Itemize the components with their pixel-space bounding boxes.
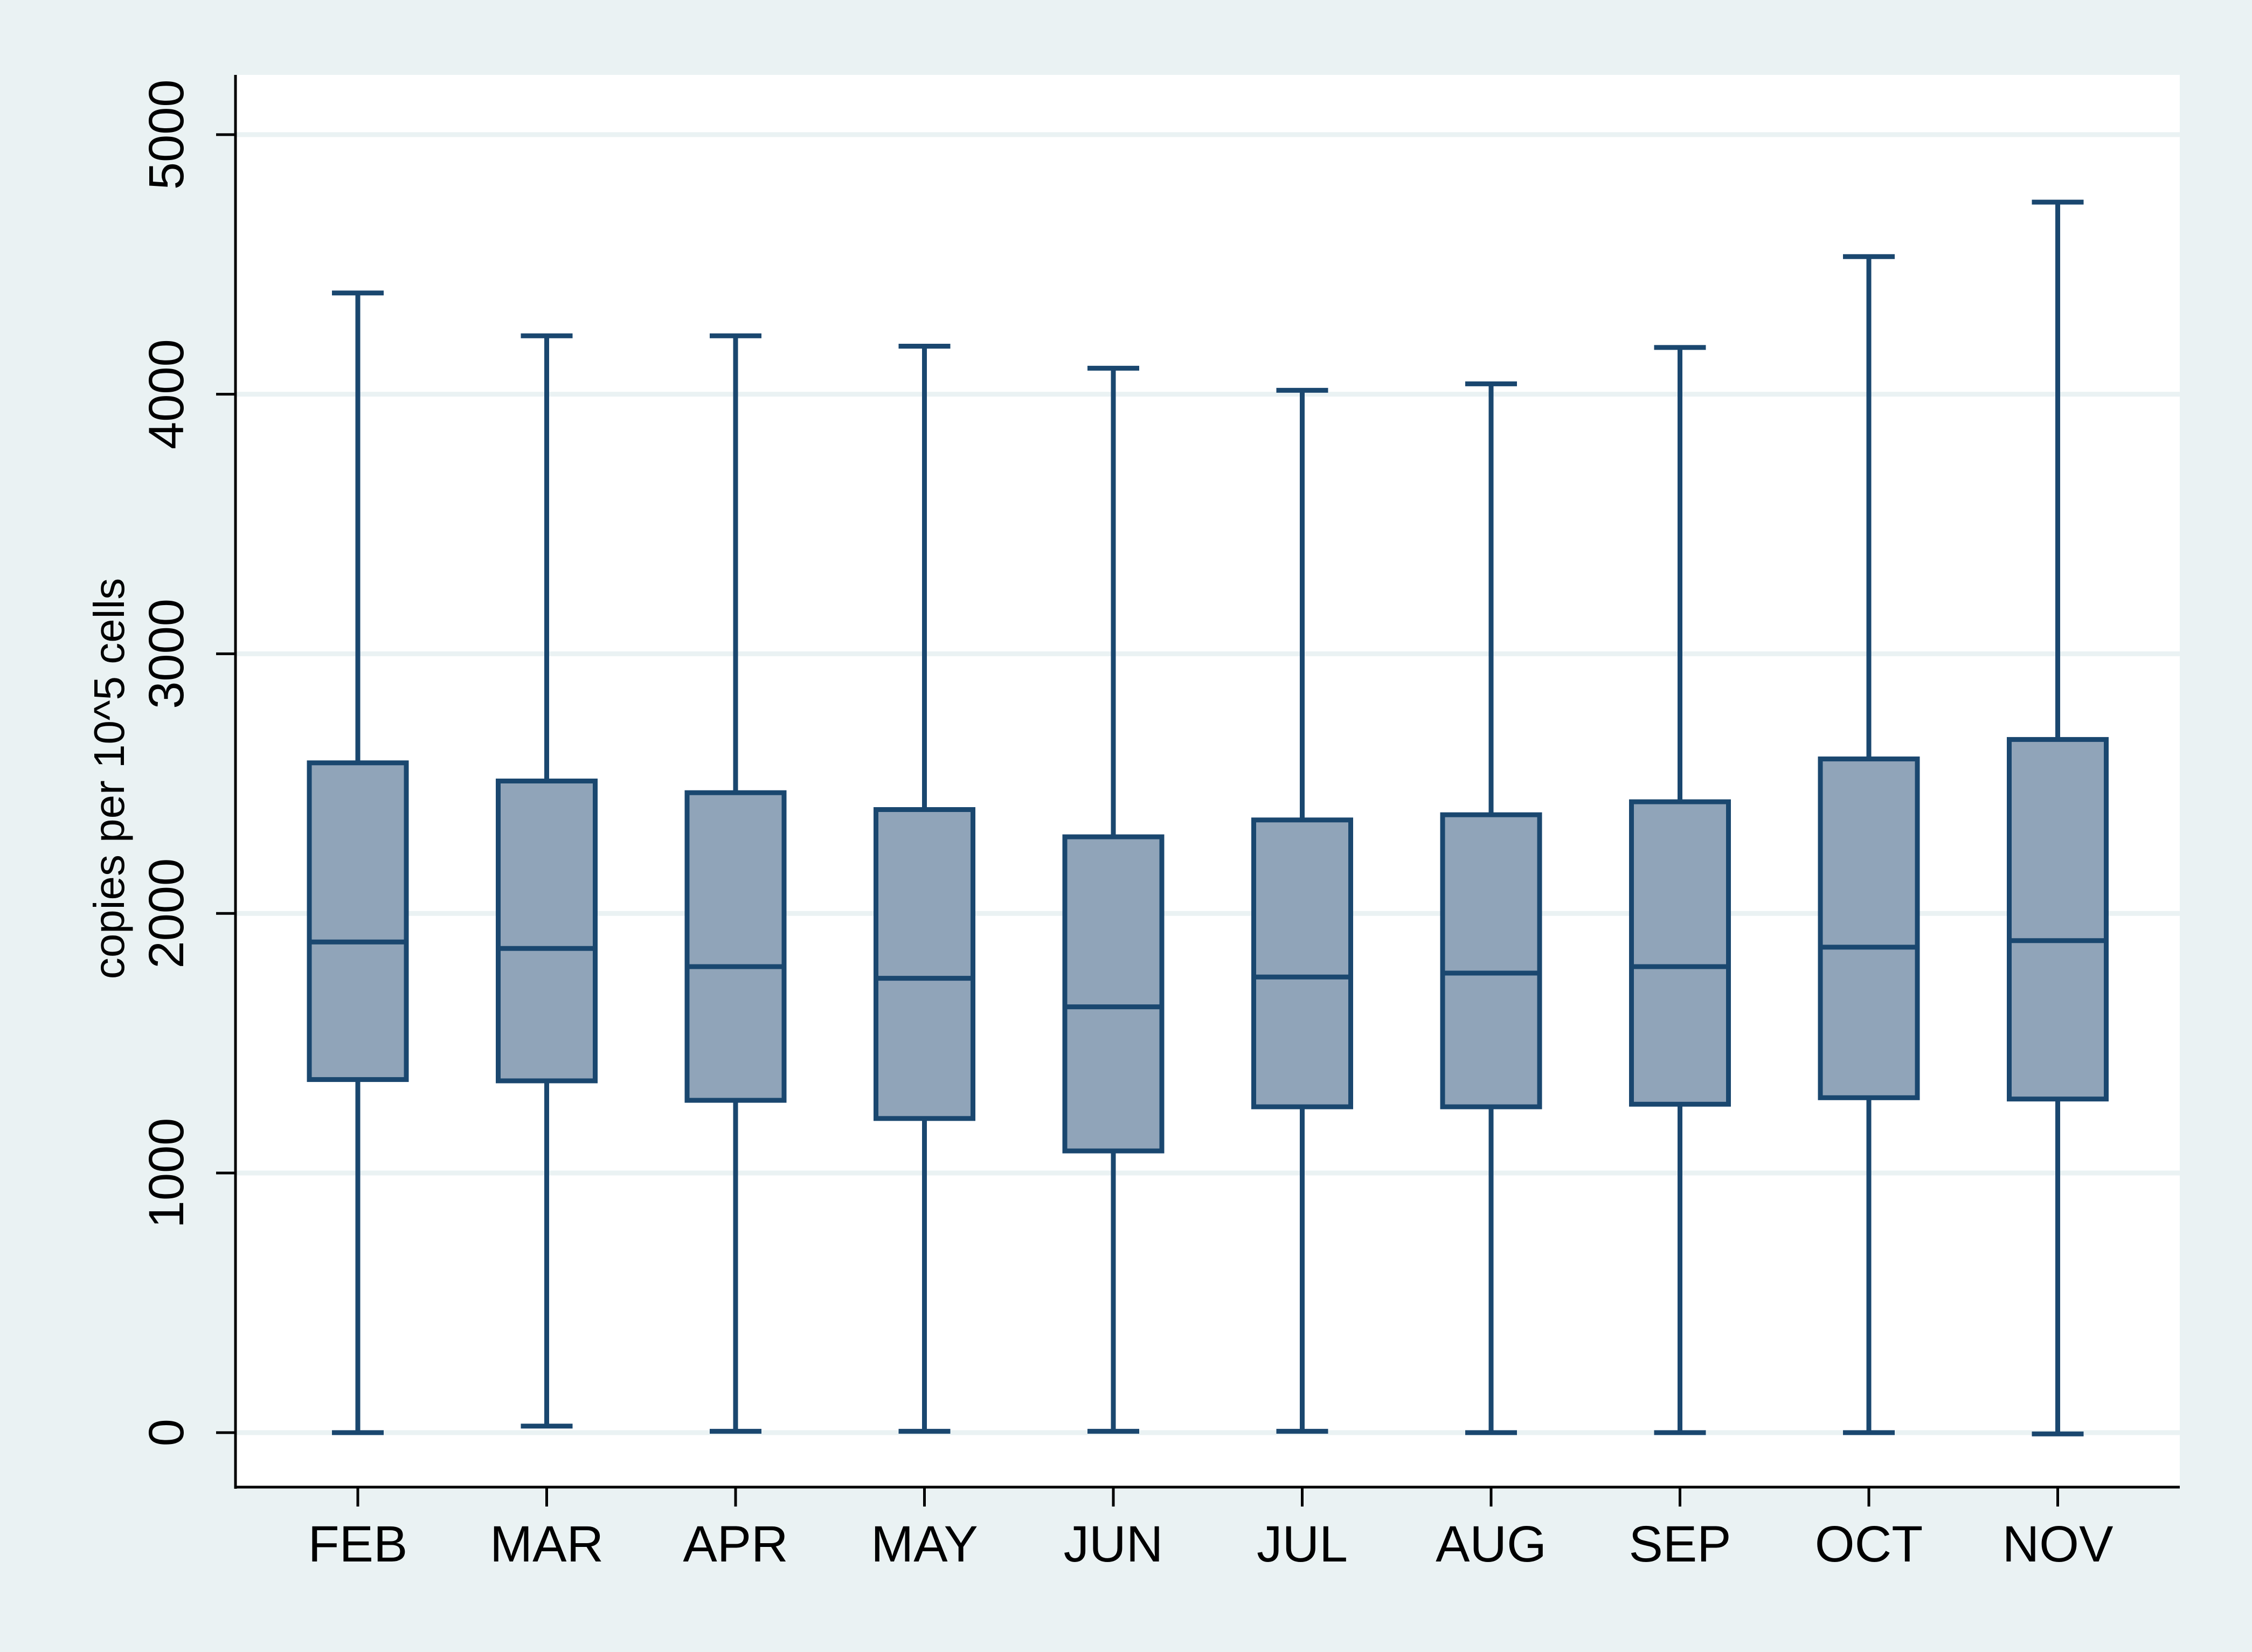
x-tick-label: MAR xyxy=(490,1516,604,1573)
x-axis-ticks: FEB MAR APR MAY JUN JUL AUG SEP OCT NOV xyxy=(308,1487,2114,1573)
box-jun xyxy=(1062,365,1165,1434)
interquartile-box xyxy=(1251,817,1353,1109)
box-sep xyxy=(1629,345,1731,1435)
interquartile-box xyxy=(496,779,598,1084)
x-tick-label: JUN xyxy=(1064,1516,1163,1573)
box-aug xyxy=(1440,381,1542,1435)
box-oct xyxy=(1818,254,1920,1435)
box-feb xyxy=(307,290,409,1435)
interquartile-box xyxy=(307,760,409,1082)
x-tick-label: AUG xyxy=(1436,1516,1547,1573)
interquartile-box xyxy=(2007,737,2109,1102)
x-tick-label: APR xyxy=(683,1516,788,1573)
box-mar xyxy=(496,333,598,1429)
box-series xyxy=(307,199,2109,1436)
interquartile-box xyxy=(1062,834,1165,1154)
box-jul xyxy=(1251,387,1353,1434)
x-tick-label: FEB xyxy=(308,1516,408,1573)
box-apr xyxy=(684,333,787,1434)
x-tick-label: SEP xyxy=(1629,1516,1731,1573)
x-tick-label: NOV xyxy=(2002,1516,2114,1573)
interquartile-box xyxy=(1440,812,1542,1109)
x-tick-label: OCT xyxy=(1815,1516,1923,1573)
y-tick-label: 3000 xyxy=(139,599,194,709)
x-tick-label: JUL xyxy=(1257,1516,1348,1573)
y-tick-label: 1000 xyxy=(139,1118,194,1228)
axes xyxy=(234,75,2180,1489)
y-axis-ticks: 0 1000 2000 3000 4000 5000 xyxy=(139,79,235,1446)
y-axis-label: copies per 10^5 cells xyxy=(85,578,133,980)
y-tick-label: 2000 xyxy=(139,858,194,969)
box-may xyxy=(874,343,975,1434)
x-tick-label: MAY xyxy=(871,1516,978,1573)
interquartile-box xyxy=(684,790,787,1103)
y-tick-label: 4000 xyxy=(139,339,194,449)
y-tick-label: 0 xyxy=(139,1419,194,1446)
interquartile-box xyxy=(1629,799,1731,1107)
interquartile-box xyxy=(1818,756,1920,1100)
box-nov xyxy=(2007,199,2109,1436)
interquartile-box xyxy=(874,807,975,1121)
y-tick-label: 5000 xyxy=(139,79,194,190)
